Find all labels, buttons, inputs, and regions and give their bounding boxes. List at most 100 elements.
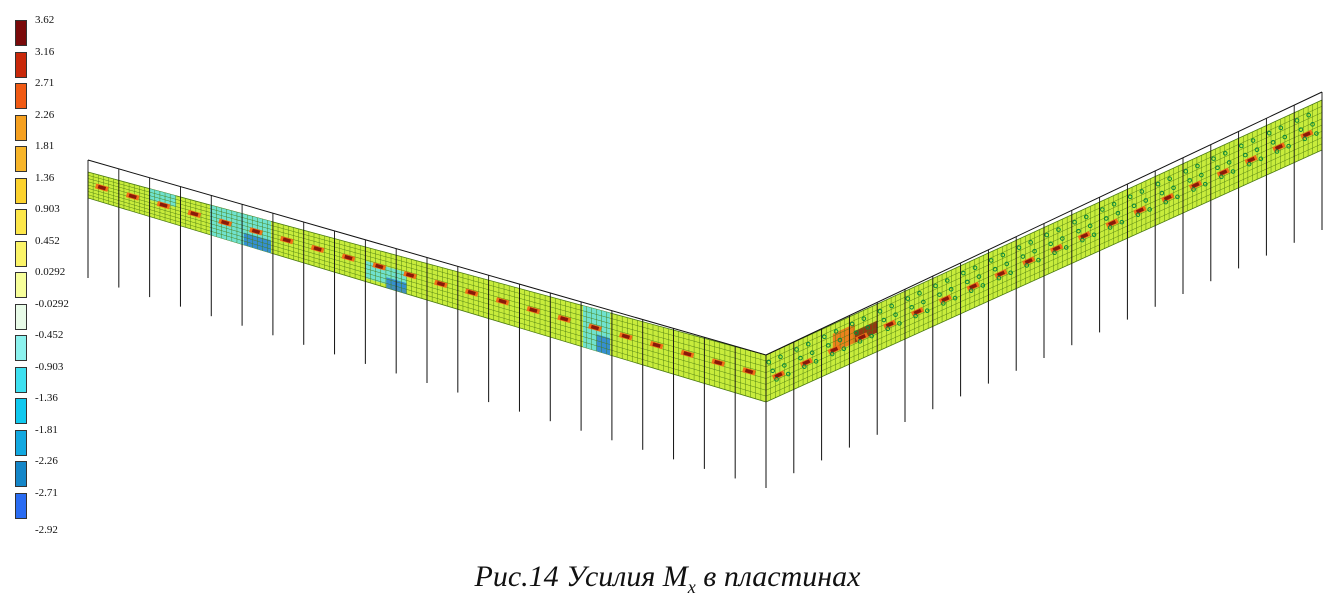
legend-item: 0.903	[10, 203, 80, 235]
stress-stripe-core	[375, 263, 384, 270]
legend-swatch	[15, 177, 27, 204]
stress-stripe-core	[344, 254, 353, 261]
legend-swatch	[15, 398, 27, 424]
stress-marker	[1060, 236, 1065, 241]
stress-marker	[1016, 245, 1022, 250]
stress-stripe-core	[436, 281, 446, 287]
stress-marker	[1008, 270, 1013, 276]
stress-marker	[964, 279, 970, 285]
stress-marker	[1274, 149, 1280, 154]
legend-item: 3.16	[10, 45, 80, 78]
stress-marker	[1155, 181, 1161, 187]
stress-marker	[1139, 189, 1145, 194]
stress-stripe-core	[774, 372, 783, 379]
legend-item: -2.71	[10, 487, 80, 519]
stress-marker	[952, 295, 958, 301]
legend-item: -2.26	[10, 455, 80, 487]
stress-stripe-core	[97, 184, 107, 191]
legend-label: 1.81	[35, 140, 55, 152]
stress-stripe-core	[714, 359, 723, 366]
stress-stripe-core	[1219, 169, 1228, 176]
stress-marker	[1270, 140, 1276, 145]
stress-marker	[877, 308, 883, 314]
legend-swatch	[15, 20, 27, 46]
stress-stripe-core	[251, 228, 261, 235]
stress-stripe-core	[1135, 207, 1144, 214]
stress-marker	[833, 329, 839, 334]
stress-marker	[1199, 172, 1204, 178]
stress-marker	[1191, 187, 1196, 192]
legend-item: 2.26	[10, 109, 80, 141]
legend-swatch	[15, 429, 27, 456]
stress-marker	[1187, 178, 1192, 183]
stress-marker	[1083, 214, 1089, 220]
stress-stripe-core	[1302, 131, 1311, 138]
stress-marker	[1286, 143, 1291, 149]
stress-marker	[1115, 210, 1121, 216]
stress-stripe-core	[1163, 194, 1172, 201]
stress-marker	[778, 354, 783, 360]
stress-marker	[1103, 216, 1109, 221]
stress-marker	[1052, 250, 1057, 256]
legend-swatch	[15, 492, 27, 519]
stress-marker	[785, 371, 791, 377]
stress-marker	[1310, 122, 1315, 127]
stress-marker	[1111, 201, 1117, 207]
stress-marker	[1044, 232, 1050, 238]
legend-swatch	[15, 114, 27, 141]
stress-marker	[905, 296, 911, 301]
stress-marker	[770, 368, 775, 374]
legend-item: 0.452	[10, 235, 80, 267]
stress-stripe-core	[159, 202, 168, 208]
stress-marker	[861, 316, 867, 321]
stress-stripe-core	[220, 219, 230, 226]
stress-marker	[1131, 203, 1137, 209]
stress-stripe-core	[802, 359, 811, 366]
stress-stripe-core	[1274, 144, 1283, 151]
legend-swatch	[15, 240, 27, 267]
legend-item: 3.62	[10, 14, 80, 46]
stress-stripe-core	[1024, 258, 1033, 265]
legend-label: -1.81	[35, 423, 58, 436]
stress-stripe-core	[913, 308, 922, 315]
stress-marker	[909, 305, 914, 310]
legend-swatch	[15, 83, 27, 109]
stress-marker	[924, 308, 930, 314]
legend-label-min: -2.92	[35, 524, 58, 536]
legend-item: -0.903	[10, 361, 80, 393]
stress-marker	[1246, 161, 1252, 167]
stress-marker	[1278, 125, 1284, 131]
color-scale-legend: 3.62 3.16 2.71 2.26 1.81 1.36 0.903 0.452 0.0292…	[10, 14, 80, 536]
stress-marker	[822, 334, 827, 340]
stress-marker	[1215, 165, 1220, 171]
stress-marker	[1024, 263, 1030, 268]
stress-marker	[1135, 212, 1141, 218]
legend-swatch	[15, 51, 27, 78]
stress-marker	[1100, 207, 1105, 212]
stress-marker	[988, 258, 994, 263]
stress-marker	[1306, 112, 1311, 118]
stress-marker	[798, 355, 803, 361]
legend-label: 3.16	[35, 45, 55, 58]
stress-stripe-core	[467, 289, 476, 296]
stress-marker	[1230, 169, 1236, 174]
legend-label: -2.26	[35, 455, 58, 467]
caption-prefix: Рис.14 Усилия M	[474, 560, 688, 593]
stress-marker	[1258, 156, 1264, 162]
stress-stripe-core	[941, 296, 950, 303]
stress-marker	[1171, 185, 1176, 191]
stress-marker	[829, 351, 835, 357]
stress-marker	[1147, 207, 1152, 212]
figure-caption: Рис.14 Усилия Mx в пластинах	[0, 560, 1335, 598]
stress-marker	[961, 270, 966, 276]
stress-marker	[1028, 240, 1033, 245]
stress-stripe-core	[830, 346, 839, 353]
stress-marker	[992, 266, 998, 272]
stress-marker	[1080, 237, 1085, 243]
stress-marker	[809, 350, 815, 356]
stress-marker	[885, 326, 891, 332]
legend-item: 0.0292	[10, 266, 80, 298]
stress-marker	[1048, 241, 1053, 247]
stress-marker	[944, 278, 950, 283]
